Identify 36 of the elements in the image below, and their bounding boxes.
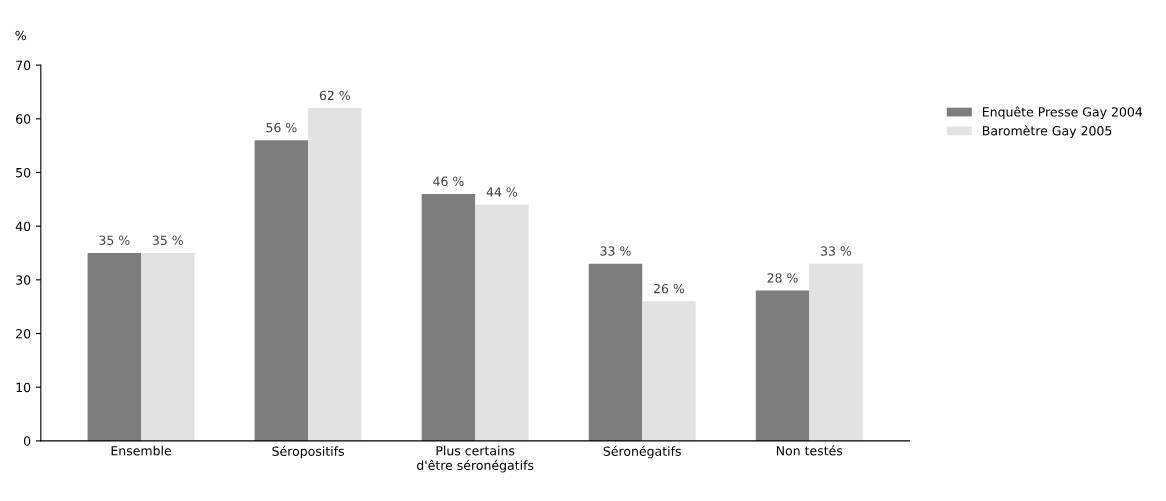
y-tick-label: 0 (23, 436, 31, 446)
y-tick-label: 50 (16, 167, 31, 178)
data-label: 35 % (99, 235, 130, 246)
x-tick-label: Non testés (776, 445, 843, 456)
x-tick-label: Séropositifs (272, 445, 344, 459)
y-tick-label: 40 (15, 221, 31, 232)
y-tick-label: 60 (16, 114, 31, 124)
bar (475, 204, 529, 441)
legend-label: Baromètre Gay 2005 (983, 125, 1112, 138)
bar (308, 108, 362, 441)
bar (421, 193, 476, 441)
legend-label: Enquête Presse Gay 2004 (983, 106, 1143, 120)
data-label: 62 % (319, 90, 351, 101)
bar (755, 290, 810, 441)
y-tick-label: 30 (16, 275, 31, 285)
x-tick-label: Ensemble (111, 445, 172, 456)
y-tick-label: 10 (16, 382, 31, 393)
y-tick-label: 70 (16, 60, 31, 71)
data-label: 35 % (152, 235, 183, 246)
x-tick-label: Plus certains d'être séronégatifs (416, 445, 534, 473)
y-tick-label: 20 (16, 328, 31, 339)
data-label: 44 % (486, 187, 518, 197)
data-label: 56 % (266, 122, 297, 133)
data-label: 33 % (821, 246, 852, 256)
y-axis-title: % (15, 30, 26, 41)
bar (809, 263, 863, 441)
x-tick-label: Séronégatifs (603, 445, 681, 459)
bar (254, 140, 309, 441)
bar (87, 253, 142, 441)
data-label: 28 % (767, 273, 798, 283)
bar (588, 263, 643, 441)
data-label: 26 % (653, 283, 685, 294)
bar (642, 301, 696, 441)
data-label: 46 % (433, 176, 464, 186)
data-label: 33 % (600, 246, 631, 256)
bar (141, 253, 195, 441)
